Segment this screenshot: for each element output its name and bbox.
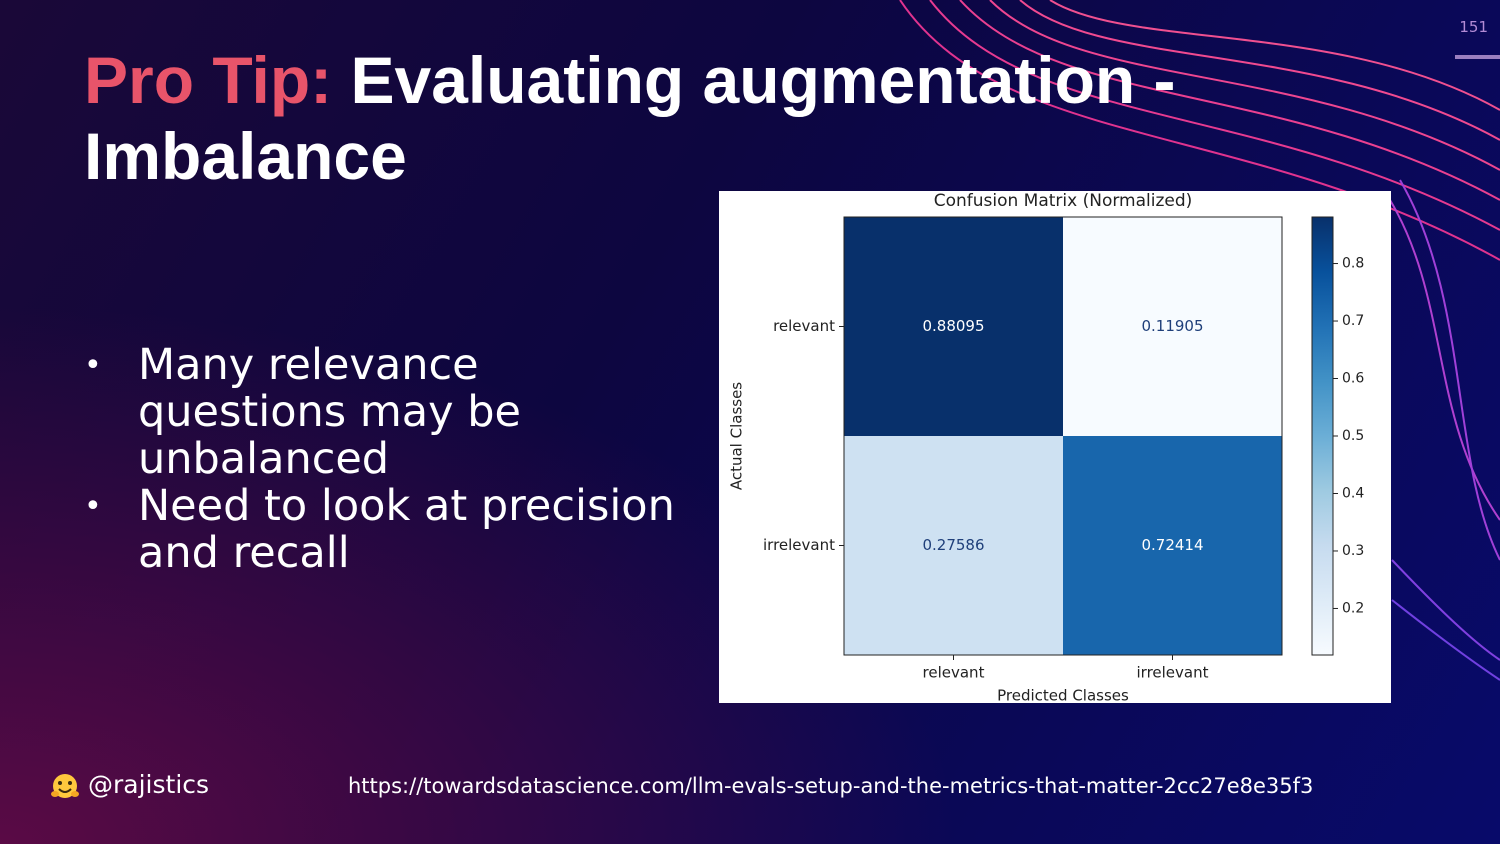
heatmap-cell — [1063, 217, 1282, 436]
axes-frame — [843, 216, 1283, 656]
colorbar-tick-label: 0.4 — [1342, 485, 1364, 501]
x-tick-label: irrelevant — [1137, 664, 1209, 682]
colorbar-tick-label: 0.6 — [1342, 371, 1364, 387]
heatmap-cell — [844, 217, 1063, 436]
heatmap-cell — [844, 436, 1063, 655]
cell-label: 0.27586 — [922, 536, 984, 554]
colorbar-tick-label: 0.3 — [1342, 543, 1364, 559]
cell-label: 0.88095 — [922, 317, 984, 335]
bullet: Need to look at precision and recall — [84, 483, 684, 577]
title-text: Evaluating augmentation - Imbalance — [84, 43, 1176, 193]
colorbar-tick-label: 0.2 — [1342, 600, 1364, 616]
colorbar-tick-label: 0.8 — [1342, 256, 1364, 272]
bullet: Many relevance questions may be unbalanc… — [84, 342, 684, 483]
chart: Confusion Matrix (Normalized) Predicted … — [719, 191, 1391, 703]
bullet-list: Many relevance questions may be unbalanc… — [84, 342, 684, 577]
handle: @rajistics — [88, 770, 210, 799]
title-highlight: Pro Tip: — [84, 43, 333, 117]
colorbar-tick-label: 0.5 — [1342, 428, 1364, 444]
slide-title: Pro Tip: Evaluating augmentation - Imbal… — [84, 42, 1264, 194]
colorbar-tick-label: 0.7 — [1342, 313, 1364, 329]
cell-label: 0.72414 — [1141, 536, 1203, 554]
y-axis-label: Actual Classes — [728, 382, 746, 490]
y-tick-label: relevant — [773, 317, 835, 335]
x-tick-label: relevant — [923, 664, 985, 682]
x-axis-label: Predicted Classes — [997, 687, 1129, 704]
cell-label: 0.11905 — [1141, 317, 1203, 335]
colorbar — [1311, 216, 1334, 656]
y-tick-label: irrelevant — [763, 536, 835, 554]
hugging-face-icon — [51, 774, 79, 798]
heatmap-cell — [1063, 436, 1282, 655]
chart-title: Confusion Matrix (Normalized) — [934, 191, 1193, 211]
page-number: 151 — [1459, 18, 1488, 36]
source-link[interactable]: https://towardsdatascience.com/llm-evals… — [348, 774, 1314, 798]
